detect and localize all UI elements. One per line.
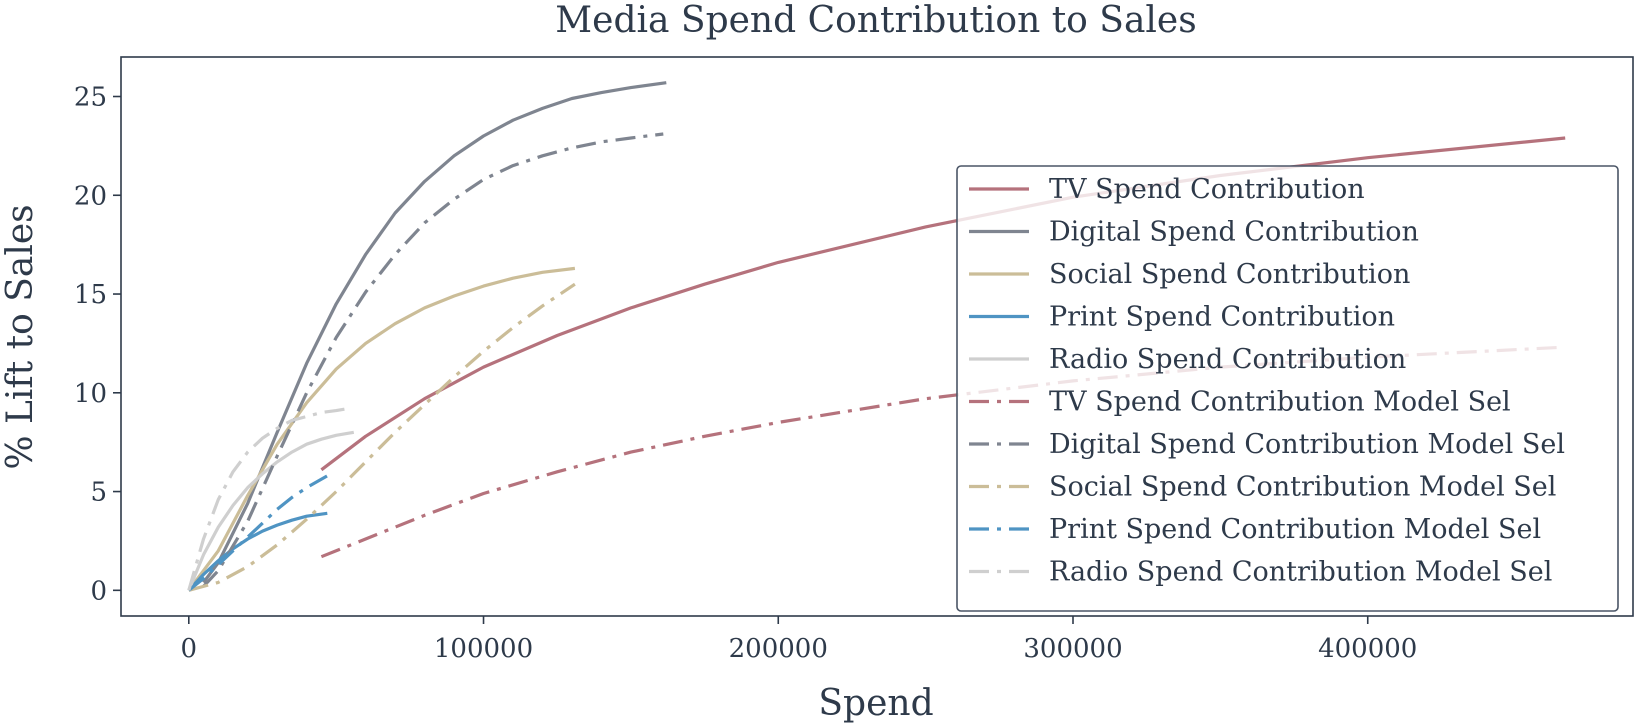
x-tick-label: 0 [181,634,198,664]
legend-box [956,165,1619,612]
plot-frame [120,56,1634,617]
legend-label: Print Spend Contribution Model Sel [1049,514,1541,545]
y-tick-label: 25 [74,83,107,113]
series-line-4 [187,511,328,592]
x-tick-label: 400000 [1318,634,1417,664]
y-tick-label: 15 [74,280,107,310]
x-axis-label: Spend [818,683,933,724]
y-tick-label: 0 [90,576,107,606]
y-axis-label: % Lift to Sales [0,204,41,469]
legend-label: Radio Spend Contribution Model Sel [1049,557,1552,588]
series-line-5 [187,430,355,591]
x-tick-label: 300000 [1023,634,1122,664]
y-tick-label: 5 [90,478,107,508]
y-tick-label: 10 [74,379,107,409]
legend-label: TV Spend Contribution [1049,174,1365,205]
y-tick-label: 20 [74,181,107,211]
legend-label: Digital Spend Contribution [1049,217,1419,248]
legend: TV Spend Contribution Digital Spend Contr… [956,165,1619,612]
legend-label: Social Spend Contribution [1049,259,1410,290]
legend-label: Digital Spend Contribution Model Sel [1049,429,1565,460]
series-line-2 [202,81,667,584]
legend-label: TV Spend Contribution Model Sel [1049,387,1511,418]
chart-title: Media Spend Contribution to Sales [555,0,1196,41]
series-line-9 [187,474,329,592]
series-line-10 [187,407,349,591]
series-line-8 [188,282,576,592]
x-tick-label: 100000 [434,634,533,664]
series-line-7 [202,132,664,588]
series-line-3 [187,266,576,592]
axes: 0 100000 200000 300000 400000 0 5 10 15 20 25 [74,56,1634,664]
x-tick-label: 200000 [729,634,828,664]
legend-label: Radio Spend Contribution [1049,344,1406,375]
legend-label: Print Spend Contribution [1049,302,1395,333]
legend-label: Social Spend Contribution Model Sel [1049,472,1556,503]
